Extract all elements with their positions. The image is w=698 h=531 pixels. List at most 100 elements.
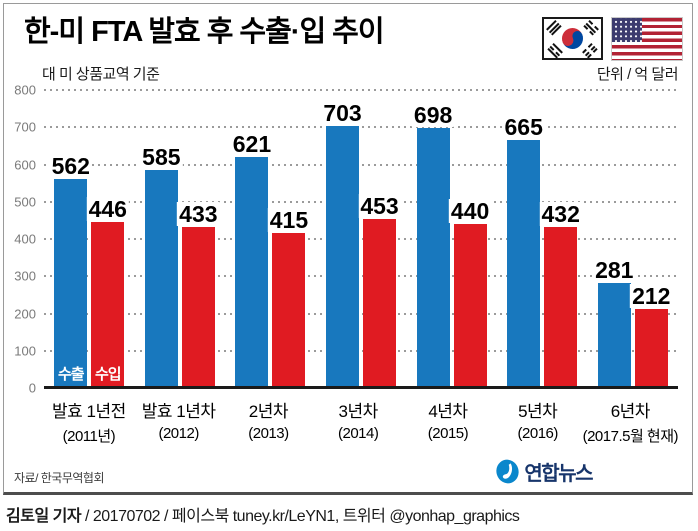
y-tick-label: 600 bbox=[14, 157, 36, 172]
legend-import: 수입 bbox=[94, 366, 122, 383]
bar-group: 562 수출 446 수입 bbox=[44, 90, 135, 388]
meta-row: 대 미 상품교역 기준 단위 / 억 달러 bbox=[4, 61, 692, 90]
import-bar: 415 bbox=[267, 208, 311, 388]
export-bar: 562 수출 bbox=[49, 153, 92, 388]
korea-flag-icon bbox=[542, 17, 603, 60]
plot-area: 0 100 200 300 400 500 600 700 800 562 수출 446 수입 585 43… bbox=[14, 83, 678, 396]
bar-value-label: 703 bbox=[321, 100, 364, 126]
bar-group: 281 212 bbox=[587, 90, 678, 388]
category-name: 2년차 bbox=[248, 402, 289, 421]
category-year: (2017.5월 현재) bbox=[582, 428, 679, 445]
bar-value-label: 446 bbox=[86, 195, 129, 222]
category-year: (2012) bbox=[158, 425, 199, 442]
bar-value-label: 415 bbox=[267, 207, 311, 234]
legend-export: 수출 bbox=[57, 366, 85, 383]
bar-group: 665 432 bbox=[497, 90, 588, 388]
source-label: 자료/ 한국무역협회 bbox=[14, 471, 105, 485]
y-tick-label: 800 bbox=[14, 82, 36, 98]
x-axis-line bbox=[44, 386, 678, 389]
trigram-geon bbox=[546, 19, 563, 37]
bar-value-label: 433 bbox=[177, 200, 220, 227]
import-bar: 446 수입 bbox=[86, 197, 129, 388]
taegeuk-symbol bbox=[558, 24, 587, 53]
usa-flag-icon bbox=[611, 17, 683, 61]
trigram-gon bbox=[582, 43, 599, 60]
page-title: 한-미 FTA 발효 후 수출·입 추이 bbox=[24, 16, 385, 48]
unit-label: 단위 / 억 달러 bbox=[596, 66, 679, 83]
bar-chart: 0 100 200 300 400 500 600 700 800 562 수출 446 수입 585 43… bbox=[14, 83, 679, 446]
y-tick-label: 300 bbox=[14, 268, 36, 284]
x-category-label: 6년차 (2017.5월 현재) bbox=[582, 397, 679, 446]
x-labels: 발효 1년전 (2011년) 발효 1년차 (2012) 2년차 (2013) 3년차 (20… bbox=[44, 397, 679, 446]
gridline-800 bbox=[44, 89, 678, 91]
y-tick-label: 100 bbox=[14, 343, 36, 359]
bar-value-label: 212 bbox=[630, 282, 673, 309]
export-bar: 585 bbox=[140, 145, 183, 388]
gridline-200 bbox=[44, 312, 678, 315]
category-name: 4년차 bbox=[428, 402, 468, 421]
x-category-label: 발효 1년차 (2012) bbox=[134, 397, 224, 446]
x-category-label: 2년차 (2013) bbox=[224, 397, 314, 446]
basis-note: 대 미 상품교역 기준 bbox=[42, 66, 160, 83]
category-name: 발효 1년전 bbox=[52, 402, 126, 421]
y-tick-label: 400 bbox=[14, 231, 36, 247]
bar-value-label: 621 bbox=[230, 130, 274, 157]
gridline-400 bbox=[44, 238, 678, 240]
export-bar: 698 bbox=[411, 103, 455, 388]
flags bbox=[542, 17, 683, 61]
bar-groups: 562 수출 446 수입 585 433 621 415 703 453 698 440 665 432… bbox=[44, 90, 678, 388]
bar-group: 621 415 bbox=[225, 90, 316, 388]
category-name: 발효 1년차 bbox=[141, 402, 216, 421]
import-bar: 453 bbox=[358, 194, 401, 388]
infographic-frame: 한-미 FTA 발효 후 수출·입 추이 대 미 상품교역 기준 단위 / 억 … bbox=[3, 3, 693, 495]
export-bar: 665 bbox=[502, 115, 545, 388]
trigram-gam bbox=[582, 19, 599, 37]
bar-value-label: 453 bbox=[358, 193, 401, 220]
category-name: 3년차 bbox=[338, 402, 379, 421]
usa-flag-canton bbox=[612, 18, 642, 42]
y-tick-label: 700 bbox=[14, 119, 36, 135]
gridline-300 bbox=[44, 275, 678, 278]
bar-group: 585 433 bbox=[135, 90, 226, 388]
gridline-700 bbox=[44, 126, 678, 129]
bar-group: 703 453 bbox=[316, 90, 407, 388]
yonhap-logo-icon bbox=[496, 459, 520, 484]
bar-value-label: 698 bbox=[411, 101, 455, 128]
footer-details: / 20170702 / 페이스북 tuney.kr/LeYN1, 트위터 @y… bbox=[81, 508, 520, 525]
export-bar: 281 bbox=[593, 258, 636, 388]
bar-value-label: 585 bbox=[140, 143, 183, 170]
bar-group: 698 440 bbox=[406, 90, 497, 388]
bar-value-label: 440 bbox=[448, 197, 492, 224]
yonhap-logo: 연합뉴스 bbox=[495, 457, 593, 486]
category-year: (2016) bbox=[517, 425, 559, 442]
gridline-600 bbox=[44, 163, 678, 166]
gridline-100 bbox=[44, 349, 678, 352]
y-tick-label: 0 bbox=[28, 380, 36, 396]
import-bar: 212 bbox=[630, 284, 673, 388]
y-tick-label: 500 bbox=[14, 194, 36, 210]
x-category-label: 3년차 (2014) bbox=[313, 397, 403, 446]
yonhap-logo-text: 연합뉴스 bbox=[524, 463, 593, 485]
category-year: (2015) bbox=[427, 425, 469, 442]
x-category-label: 발효 1년전 (2011년) bbox=[44, 397, 134, 446]
footer-credit: 김토일 기자 / 20170702 / 페이스북 tuney.kr/LeYN1,… bbox=[6, 502, 520, 526]
import-bar: 432 bbox=[539, 202, 582, 388]
y-tick-label: 200 bbox=[14, 306, 36, 321]
header: 한-미 FTA 발효 후 수출·입 추이 bbox=[4, 4, 692, 61]
import-bar: 433 bbox=[177, 201, 220, 388]
trigram-ri bbox=[546, 43, 563, 60]
footer-author: 김토일 기자 bbox=[6, 508, 82, 525]
bar-value-label: 281 bbox=[593, 257, 636, 284]
bar-value-label: 665 bbox=[502, 114, 545, 141]
import-bar: 440 bbox=[448, 199, 492, 388]
category-year: (2014) bbox=[338, 425, 379, 442]
bar-value-label: 562 bbox=[49, 152, 92, 179]
category-name: 5년차 bbox=[518, 402, 558, 421]
x-category-label: 5년차 (2016) bbox=[493, 397, 583, 446]
category-year: (2011년) bbox=[62, 428, 116, 445]
category-name: 6년차 bbox=[610, 402, 651, 421]
bar-value-label: 432 bbox=[539, 200, 582, 227]
export-bar: 703 bbox=[321, 101, 364, 388]
x-category-label: 4년차 (2015) bbox=[403, 397, 493, 446]
export-bar: 621 bbox=[230, 131, 274, 388]
